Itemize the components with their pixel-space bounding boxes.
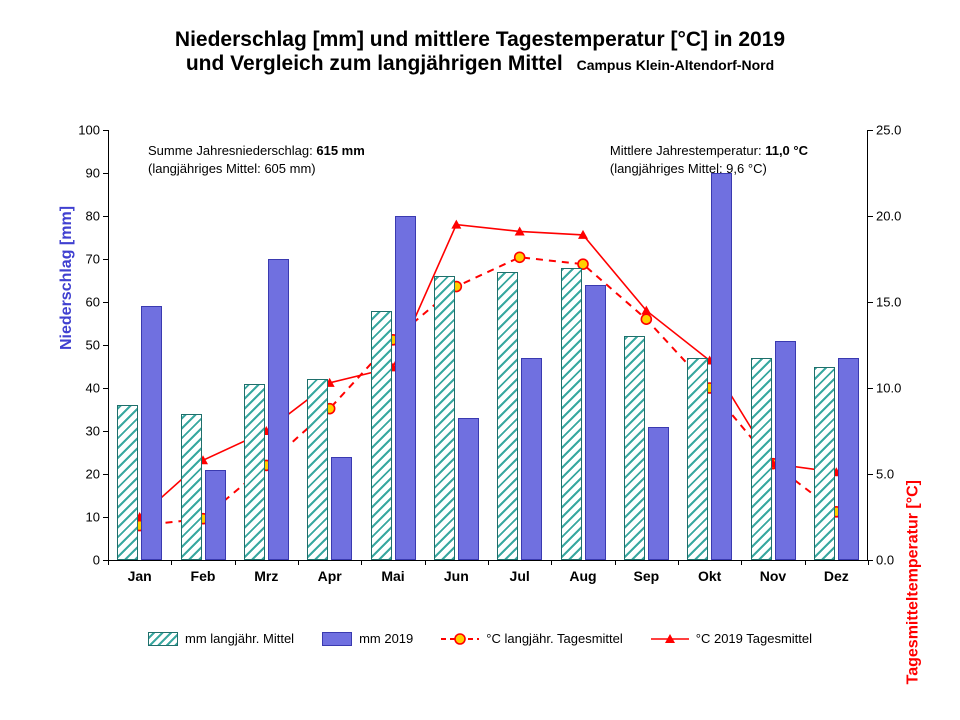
x-category-label: Mrz: [254, 560, 278, 584]
x-category-label: Jul: [510, 560, 530, 584]
x-category-label: Feb: [191, 560, 216, 584]
bar-precip-2019: [205, 470, 226, 560]
legend-label: °C 2019 Tagesmittel: [696, 631, 812, 646]
swatch-solid-icon: [322, 632, 352, 646]
temp-2019-marker: [451, 220, 461, 229]
bar-precip-longterm: [687, 358, 708, 560]
legend-label: mm 2019: [359, 631, 413, 646]
x-category-label: Dez: [824, 560, 849, 584]
chart-title: Niederschlag [mm] und mittlere Tagestemp…: [0, 0, 960, 76]
x-category-label: Nov: [760, 560, 786, 584]
x-category-label: Aug: [569, 560, 596, 584]
y1-axis-line: [108, 130, 109, 560]
legend-item-temp-longterm: °C langjähr. Tagesmittel: [441, 631, 622, 646]
bar-precip-longterm: [117, 405, 138, 560]
temp-2019-marker: [641, 306, 651, 315]
bar-precip-2019: [775, 341, 796, 560]
legend-label: °C langjähr. Tagesmittel: [486, 631, 622, 646]
temp-2019-marker: [578, 230, 588, 239]
swatch-hatch-icon: [148, 632, 178, 646]
bar-precip-longterm: [371, 311, 392, 560]
bar-precip-2019: [648, 427, 669, 560]
bar-precip-longterm: [561, 268, 582, 560]
temp-longterm-marker: [641, 314, 651, 324]
title-line-2: und Vergleich zum langjährigen Mittel Ca…: [0, 52, 960, 76]
temp-longterm-marker: [515, 252, 525, 262]
x-category-label: Jun: [444, 560, 469, 584]
bar-precip-longterm: [497, 272, 518, 560]
title-line-1: Niederschlag [mm] und mittlere Tagestemp…: [0, 28, 960, 52]
title-suffix: Campus Klein-Altendorf-Nord: [577, 57, 775, 73]
bar-precip-longterm: [307, 379, 328, 560]
bar-precip-2019: [268, 259, 289, 560]
legend-item-temp-2019: °C 2019 Tagesmittel: [651, 631, 812, 646]
x-category-label: Mai: [381, 560, 404, 584]
legend-item-precip-longterm: mm langjähr. Mittel: [148, 631, 294, 646]
bar-precip-longterm: [624, 336, 645, 560]
bar-precip-2019: [585, 285, 606, 560]
x-category-label: Sep: [633, 560, 659, 584]
annotation-precip-summary: Summe Jahresniederschlag: 615 mm (langjä…: [148, 142, 365, 177]
y2-axis-line: [867, 130, 868, 560]
bar-precip-2019: [141, 306, 162, 560]
x-category-label: Okt: [698, 560, 721, 584]
swatch-dashed-line-icon: [441, 632, 479, 646]
title-line-2-text: und Vergleich zum langjährigen Mittel: [186, 52, 563, 75]
bar-precip-longterm: [751, 358, 772, 560]
chart-container: Niederschlag [mm] Tagesmitteltemperatur …: [50, 120, 910, 640]
legend-item-precip-2019: mm 2019: [322, 631, 413, 646]
x-category-label: Apr: [318, 560, 342, 584]
legend-label: mm langjähr. Mittel: [185, 631, 294, 646]
bar-precip-longterm: [434, 276, 455, 560]
bar-precip-longterm: [244, 384, 265, 560]
bar-precip-2019: [331, 457, 352, 560]
bar-precip-2019: [838, 358, 859, 560]
plot-area: Summe Jahresniederschlag: 615 mm (langjä…: [108, 130, 868, 561]
bar-precip-2019: [521, 358, 542, 560]
annotation-temp-summary: Mittlere Jahrestemperatur: 11,0 °C (lang…: [610, 142, 808, 177]
y2-axis-label: Tagesmitteltemperatur [°C]: [904, 480, 922, 684]
bar-precip-longterm: [181, 414, 202, 560]
swatch-solid-line-icon: [651, 632, 689, 646]
x-category-label: Jan: [128, 560, 152, 584]
y1-axis-label: Niederschlag [mm]: [58, 206, 76, 350]
bar-precip-longterm: [814, 367, 835, 561]
temp-2019-marker: [515, 226, 525, 235]
bar-precip-2019: [458, 418, 479, 560]
legend: mm langjähr. Mittel mm 2019 °C langjähr.…: [50, 631, 910, 646]
bar-precip-2019: [711, 173, 732, 560]
bar-precip-2019: [395, 216, 416, 560]
